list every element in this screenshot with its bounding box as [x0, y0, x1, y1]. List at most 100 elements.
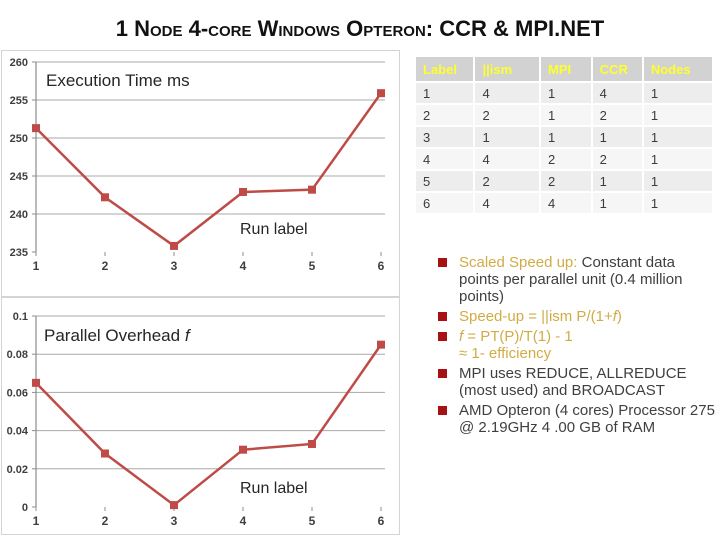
table-cell: 2: [541, 149, 591, 169]
table-cell: 2: [541, 171, 591, 191]
column-header: CCR: [592, 57, 642, 81]
table-header-row: Label ||ism MPI CCR Nodes: [416, 57, 712, 81]
x-tick-label: 1: [33, 259, 40, 273]
x-tick-label: 6: [378, 514, 385, 528]
data-point-marker: [308, 185, 316, 194]
bullet-item: Speed-up = ||ism P/(1+f): [438, 308, 716, 325]
x-tick-label: 6: [378, 259, 385, 273]
column-header: MPI: [541, 57, 591, 81]
x-tick-label: 2: [102, 259, 109, 273]
bullet-square-icon: [438, 258, 447, 267]
bullet-text-segment: Scaled Speed up:: [459, 254, 578, 271]
x-tick-label: 4: [240, 259, 247, 273]
x-tick-label: 4: [240, 514, 247, 528]
execution-time-plot: 260 255 250 245 240 235 1 2 3 4 5 6: [10, 57, 385, 273]
table-cell: 6: [416, 193, 474, 213]
table-cell: 2: [416, 105, 474, 125]
data-point-marker: [170, 241, 178, 250]
bullet-square-icon: [438, 312, 447, 321]
chart-title-text: Execution Time ms: [46, 71, 190, 90]
data-point-marker: [170, 501, 178, 510]
parallel-overhead-chart: 0.1 0.08 0.06 0.04 0.02 0 1 2 3 4 5 6 Parallel Over…: [1, 297, 400, 535]
bullet-text-segment: MPI uses REDUCE, ALLREDUCE (most used) a…: [459, 365, 687, 399]
data-point-marker: [101, 193, 109, 202]
y-tick-label: 0.04: [7, 426, 29, 438]
data-point-marker: [377, 340, 385, 349]
table-cell: 1: [643, 171, 712, 191]
table-cell: 2: [592, 105, 642, 125]
bullet-square-icon: [438, 406, 447, 415]
table-cell: 1: [592, 193, 642, 213]
y-tick-label: 245: [10, 171, 28, 183]
x-tick-label: 5: [309, 514, 316, 528]
x-axis-label: Run label: [240, 480, 308, 497]
chart-title-text: Parallel Overhead: [44, 326, 185, 345]
notes-bullet-list: Scaled Speed up: Constant data points pe…: [438, 254, 716, 439]
table-cell: 4: [475, 149, 540, 169]
table-cell: 1: [643, 127, 712, 147]
data-point-marker: [101, 449, 109, 458]
data-point-marker: [32, 378, 40, 387]
table-cell: 4: [416, 149, 474, 169]
x-tick-label: 3: [171, 514, 178, 528]
bullet-text-segment: Speed-up = ||ism P/(1+: [459, 308, 613, 325]
bullet-text: Scaled Speed up: Constant data points pe…: [459, 254, 716, 305]
y-tick-label: 260: [10, 57, 28, 69]
data-line: [35, 92, 383, 248]
slide-title: 1 Node 4-core Windows Opteron: CCR & MPI…: [115, 16, 605, 41]
bullet-text-segment: ): [616, 308, 622, 325]
table-cell: 1: [643, 105, 712, 125]
bullet-text-segment: AMD Opteron (4 cores) Processor 275 @ 2.…: [459, 402, 715, 436]
table-cell: 1: [475, 127, 540, 147]
bullet-text-segment: f: [459, 328, 464, 345]
table-cell: 1: [592, 171, 642, 191]
bullet-text: MPI uses REDUCE, ALLREDUCE (most used) a…: [459, 365, 716, 399]
column-header: Nodes: [643, 57, 712, 81]
table-cell: 4: [592, 83, 642, 103]
execution-time-chart: 260 255 250 245 240 235 1 2 3 4 5 6 Execution Time …: [1, 50, 400, 297]
table-cell: 2: [475, 171, 540, 191]
x-tick-label: 5: [309, 259, 316, 273]
bullet-text: f = PT(P)/T(1) - 1 ≈ 1- efficiency: [459, 328, 716, 362]
data-point-marker: [239, 187, 247, 196]
table-cell: 1: [592, 127, 642, 147]
chart-title: Execution Time ms: [46, 71, 190, 91]
x-tick-label: 2: [102, 514, 109, 528]
bullet-square-icon: [438, 332, 447, 341]
table-cell: 1: [643, 193, 712, 213]
x-axis-label: Run label: [240, 221, 308, 238]
x-tick-label: 3: [171, 259, 178, 273]
table-cell: 4: [475, 83, 540, 103]
table-cell: 4: [475, 193, 540, 213]
bullet-item: f = PT(P)/T(1) - 1 ≈ 1- efficiency: [438, 328, 716, 362]
data-line: [35, 343, 383, 507]
bullet-text-segment: ≈ 1- efficiency: [459, 345, 552, 362]
table-cell: 1: [643, 149, 712, 169]
y-tick-label: 0.06: [7, 387, 28, 399]
bullet-item: Scaled Speed up: Constant data points pe…: [438, 254, 716, 305]
y-tick-label: 0.02: [7, 464, 28, 476]
data-point-marker: [32, 124, 40, 133]
y-tick-label: 0: [22, 502, 28, 514]
bullet-item: MPI uses REDUCE, ALLREDUCE (most used) a…: [438, 365, 716, 399]
x-tick-label: 1: [33, 514, 40, 528]
y-tick-label: 240: [10, 209, 28, 221]
table-cell: 2: [475, 105, 540, 125]
table-cell: 5: [416, 171, 474, 191]
chart-title: Parallel Overhead f: [44, 326, 190, 346]
bullet-item: AMD Opteron (4 cores) Processor 275 @ 2.…: [438, 402, 716, 436]
table-cell: 1: [541, 127, 591, 147]
y-tick-label: 250: [10, 133, 28, 145]
data-point-marker: [239, 445, 247, 454]
bullet-text-segment: = PT(P)/T(1) - 1: [463, 328, 573, 345]
data-point-marker: [308, 439, 316, 448]
data-point-marker: [377, 89, 385, 98]
y-tick-label: 0.08: [7, 349, 28, 361]
bullet-square-icon: [438, 369, 447, 378]
